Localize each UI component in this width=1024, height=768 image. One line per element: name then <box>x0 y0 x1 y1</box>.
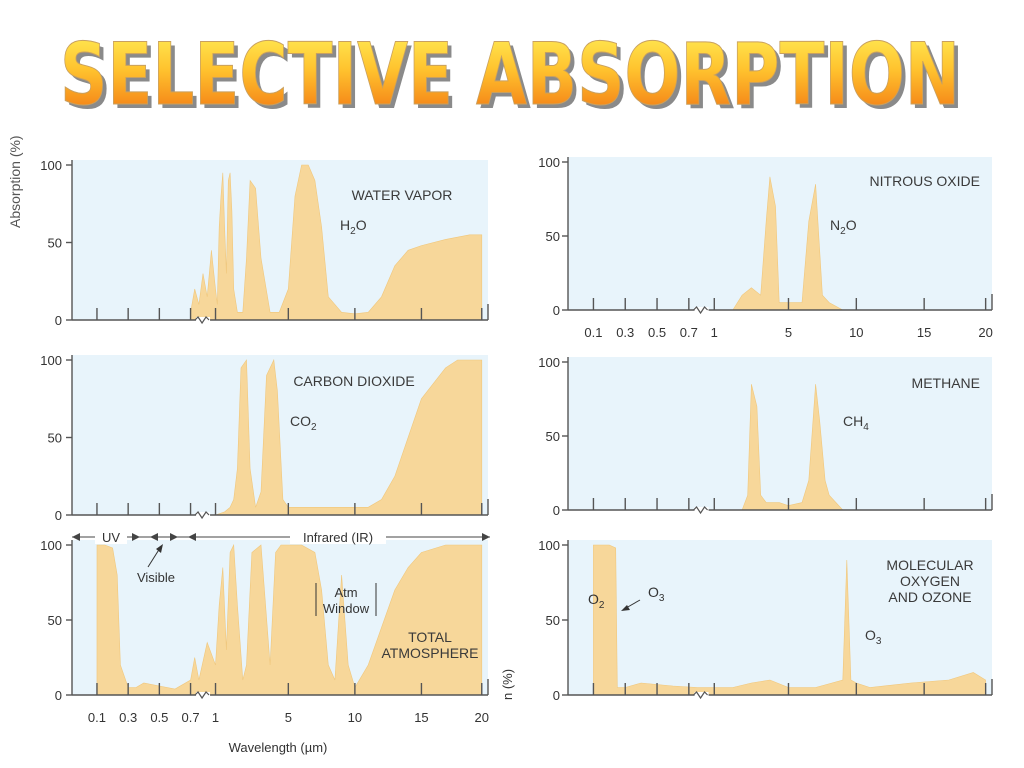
y-axis-label: Absorption (%) <box>7 135 23 228</box>
absorption-area <box>593 544 986 696</box>
visible-label: Visible <box>137 570 175 585</box>
panel-label: TOTAL <box>408 629 452 645</box>
y-tick-label: 50 <box>48 613 62 628</box>
y-tick-label: 50 <box>546 229 560 244</box>
chart-panel-carbon-dioxide: 100 50 0 CARBON DIOXIDE CO2 <box>40 353 489 523</box>
x-tick-label: 5 <box>785 325 792 340</box>
x-tick-label: 0.1 <box>88 710 106 725</box>
y-tick-label: 0 <box>553 503 560 518</box>
slide-title-shadow: SELECTIVE ABSORPTION <box>64 29 964 129</box>
y-tick-label: 100 <box>40 538 62 553</box>
infrared-label: Infrared (IR) <box>303 530 373 545</box>
y-tick-label: 100 <box>40 158 62 173</box>
axis-break-icon <box>194 511 210 520</box>
y-tick-label: 0 <box>55 688 62 703</box>
panel-label: METHANE <box>912 375 980 391</box>
visible-annotation: Visible <box>137 544 175 585</box>
atm-window-line2: Window <box>323 601 370 616</box>
panel-label: AND OZONE <box>888 589 971 605</box>
panel-label: WATER VAPOR <box>352 187 453 203</box>
x-tick-label: 0.3 <box>616 325 634 340</box>
x-tick-label: 0.3 <box>119 710 137 725</box>
y-tick-label: 100 <box>40 353 62 368</box>
y-tick-label: 0 <box>55 508 62 523</box>
y-tick-label: 100 <box>538 538 560 553</box>
plot-background <box>568 540 992 695</box>
x-tick-label: 0.7 <box>182 710 200 725</box>
absorption-area <box>215 358 483 516</box>
right-axis-fragment: n (%) <box>500 669 515 700</box>
axis-break-icon <box>693 306 708 315</box>
formula-label: CH4 <box>843 413 869 433</box>
x-tick-label: 5 <box>285 710 292 725</box>
atm-window-line1: Atm <box>334 585 357 600</box>
x-tick-label: 0.5 <box>150 710 168 725</box>
x-tick-label: 15 <box>414 710 428 725</box>
axis-break-icon <box>693 506 708 515</box>
slide-title-text: SELECTIVE ABSORPTION <box>60 25 960 125</box>
x-tick-label: 10 <box>348 710 362 725</box>
axis-break-icon <box>194 691 210 700</box>
plot-background <box>568 357 992 510</box>
absorption-area <box>714 176 843 311</box>
spectrum-band-annotation: UV Infrared (IR) <box>72 528 490 545</box>
axis-break-icon <box>194 316 210 325</box>
slide-title: SELECTIVE ABSORPTION SELECTIVE ABSORPTIO… <box>60 25 965 130</box>
x-tick-label: 0.5 <box>648 325 666 340</box>
x-tick-label: 1 <box>212 710 219 725</box>
formula-label: N2O <box>830 217 857 237</box>
y-tick-label: 0 <box>55 313 62 328</box>
x-tick-label: 15 <box>917 325 931 340</box>
atm-window-annotation: Atm Window <box>315 583 377 616</box>
chart-panel-water-vapor: 100 50 0 WATER VAPOR H2O <box>40 158 489 328</box>
formula-label: H2O <box>340 217 367 237</box>
panel-label: NITROUS OXIDE <box>870 173 980 189</box>
x-tick-label: 20 <box>978 325 992 340</box>
panel-label: ATMOSPHERE <box>382 645 479 661</box>
y-tick-label: 50 <box>546 613 560 628</box>
y-tick-label: 0 <box>553 303 560 318</box>
panel-label: MOLECULAR <box>886 557 973 573</box>
y-tick-label: 100 <box>538 155 560 170</box>
formula-label: CO2 <box>290 413 317 433</box>
panel-label: CARBON DIOXIDE <box>293 373 414 389</box>
y-tick-label: 50 <box>48 236 62 251</box>
o3-arrow-label: O3 <box>648 584 665 604</box>
y-tick-label: 50 <box>48 431 62 446</box>
y-tick-label: 100 <box>538 355 560 370</box>
axis-break-icon <box>693 691 708 700</box>
chart-panel-methane: 100 50 0 METHANE CH4 <box>538 355 993 518</box>
x-tick-label: 10 <box>849 325 863 340</box>
x-tick-label: 0.1 <box>584 325 602 340</box>
oxygen-ozone-annotation: O2 O3 <box>588 584 665 611</box>
absorption-area <box>96 543 483 696</box>
plot-background <box>568 157 992 310</box>
y-tick-label: 50 <box>546 429 560 444</box>
x-axis-label: Wavelength (µm) <box>229 740 328 755</box>
y-tick-label: 0 <box>553 688 560 703</box>
x-tick-label: 20 <box>475 710 489 725</box>
absorption-area <box>190 164 483 321</box>
absorption-area <box>714 384 844 511</box>
panel-label: OXYGEN <box>900 573 960 589</box>
uv-label: UV <box>102 530 120 545</box>
o2-label: O2 <box>588 591 605 611</box>
formula-label: O3 <box>865 627 882 647</box>
x-tick-label: 1 <box>711 325 718 340</box>
x-tick-label: 0.7 <box>680 325 698 340</box>
